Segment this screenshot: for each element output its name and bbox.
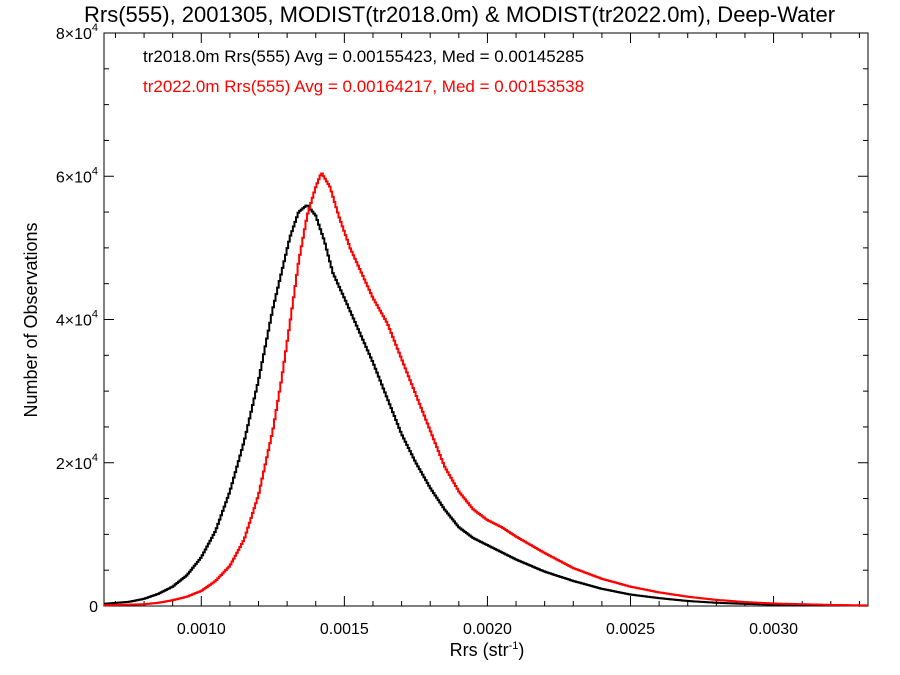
annotation-series-1: tr2018.0m Rrs(555) Avg = 0.00155423, Med… (143, 47, 584, 66)
data-series (104, 172, 869, 607)
x-axis-label: Rrs (str-1) (450, 640, 525, 660)
chart-title: Rrs(555), 2001305, MODIST(tr2018.0m) & M… (84, 2, 835, 27)
series-line-1 (104, 204, 869, 607)
x-axis-label-base: Rrs (str (450, 640, 509, 660)
y-axis-ticks: 0 2×104 4×104 6×104 8×104 (56, 22, 868, 616)
x-tick-label: 0.0030 (749, 621, 798, 638)
y-tick-label: 8×104 (56, 22, 98, 43)
x-axis-ticks: 0.0010 0.0015 0.0020 0.0025 0.0030 (114, 33, 860, 638)
y-tick-label: 2×104 (56, 452, 98, 473)
y-axis-label: Number of Observations (21, 222, 41, 417)
y-tick-label: 4×104 (56, 309, 98, 330)
y-tick-label: 0 (89, 599, 98, 616)
x-tick-label: 0.0010 (177, 621, 226, 638)
series-line-2 (104, 172, 869, 607)
x-axis-label-sup: -1 (509, 640, 519, 652)
x-tick-label: 0.0020 (463, 621, 512, 638)
x-tick-label: 0.0015 (320, 621, 369, 638)
x-tick-label: 0.0025 (606, 621, 655, 638)
x-axis-label-close: ) (518, 640, 524, 660)
annotation-series-2: tr2022.0m Rrs(555) Avg = 0.00164217, Med… (143, 77, 584, 96)
y-tick-label: 6×104 (56, 165, 98, 186)
